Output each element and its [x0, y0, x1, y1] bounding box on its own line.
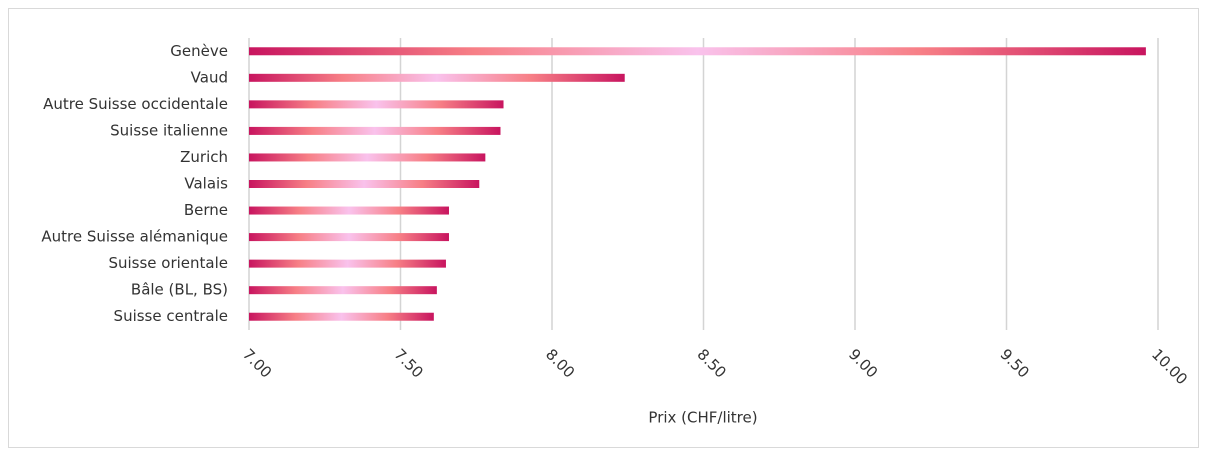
bar	[249, 180, 480, 188]
bar	[249, 47, 1146, 56]
y-tick-label: Autre Suisse occidentale	[43, 95, 228, 113]
x-axis-label: Prix (CHF/litre)	[648, 409, 757, 427]
y-tick-label: Autre Suisse alémanique	[41, 228, 228, 246]
bar	[249, 259, 446, 268]
y-tick-label: Valais	[184, 175, 228, 193]
bar	[249, 126, 501, 135]
bar	[249, 100, 504, 109]
bar	[249, 312, 434, 321]
bar	[249, 206, 449, 215]
bar	[249, 73, 625, 82]
y-tick-label: Bâle (BL, BS)	[131, 281, 228, 299]
y-tick-label: Vaud	[191, 68, 228, 86]
y-tick-label: Suisse centrale	[114, 307, 228, 325]
y-tick-label: Zurich	[180, 148, 228, 166]
y-tick-label: Berne	[184, 201, 228, 219]
bar	[249, 286, 437, 295]
y-tick-label: Genève	[170, 42, 228, 60]
bar	[249, 153, 486, 162]
bar	[249, 233, 449, 242]
y-tick-label: Suisse italienne	[110, 121, 228, 139]
y-tick-label: Suisse orientale	[108, 254, 228, 272]
